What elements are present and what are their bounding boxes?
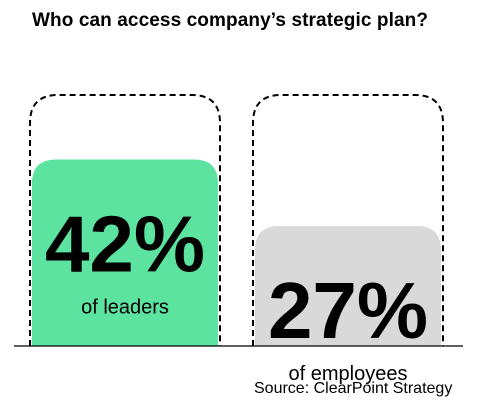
bar-group <box>32 159 441 346</box>
chart-title: Who can access company’s strategic plan? <box>32 10 429 31</box>
cup-outline-leaders <box>29 94 221 346</box>
sub-label-employees: of employees <box>289 363 408 385</box>
chart-source: Source: ClearPoint Strategy <box>254 380 453 397</box>
label-group: 42% of leaders 27% of employees <box>45 200 428 386</box>
value-label-leaders: 42% <box>45 200 205 289</box>
bar-employees <box>255 226 441 346</box>
value-label-employees: 27% <box>268 266 428 355</box>
sub-label-leaders: of leaders <box>81 297 169 319</box>
cup-outline-employees <box>252 94 444 346</box>
bar-leaders <box>32 159 218 346</box>
cup-outline-group <box>29 94 444 346</box>
